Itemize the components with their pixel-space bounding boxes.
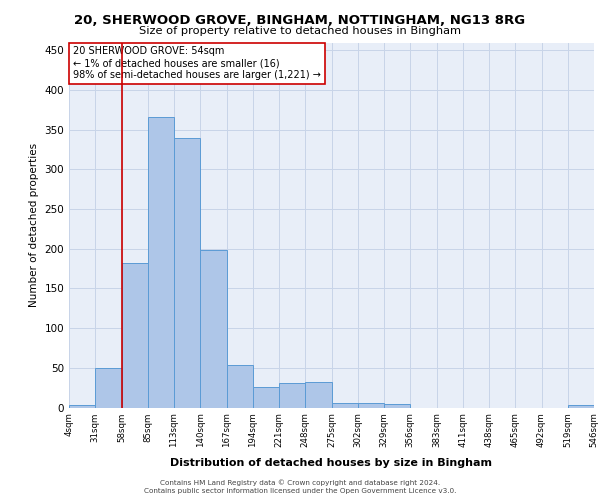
- X-axis label: Distribution of detached houses by size in Bingham: Distribution of detached houses by size …: [170, 458, 493, 468]
- Bar: [69, 405, 95, 407]
- Bar: [174, 138, 200, 407]
- Text: Contains HM Land Registry data © Crown copyright and database right 2024.
Contai: Contains HM Land Registry data © Crown c…: [144, 480, 456, 494]
- Bar: [358, 402, 384, 407]
- Bar: [95, 368, 121, 408]
- Bar: [305, 382, 331, 407]
- Text: Size of property relative to detached houses in Bingham: Size of property relative to detached ho…: [139, 26, 461, 36]
- Bar: [148, 117, 174, 408]
- Bar: [568, 405, 594, 407]
- Bar: [200, 250, 227, 408]
- Bar: [279, 383, 305, 407]
- Bar: [253, 387, 279, 407]
- Text: 20, SHERWOOD GROVE, BINGHAM, NOTTINGHAM, NG13 8RG: 20, SHERWOOD GROVE, BINGHAM, NOTTINGHAM,…: [74, 14, 526, 27]
- Y-axis label: Number of detached properties: Number of detached properties: [29, 143, 39, 307]
- Text: 20 SHERWOOD GROVE: 54sqm
← 1% of detached houses are smaller (16)
98% of semi-de: 20 SHERWOOD GROVE: 54sqm ← 1% of detache…: [73, 46, 321, 80]
- Bar: [121, 263, 148, 408]
- Bar: [384, 404, 410, 407]
- Bar: [227, 364, 253, 408]
- Bar: [331, 402, 358, 407]
